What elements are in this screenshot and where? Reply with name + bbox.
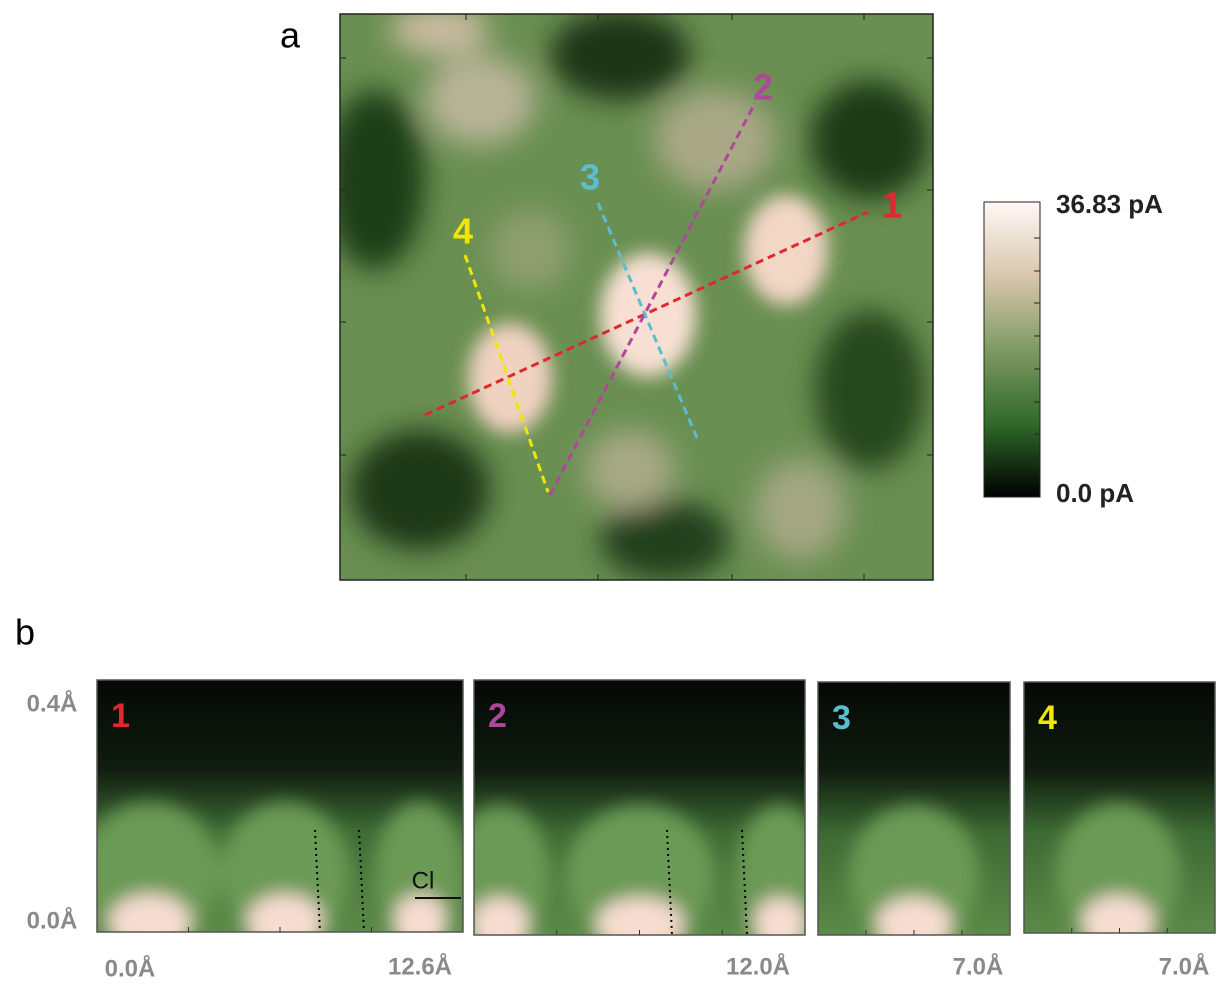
- x-label: 12.6Å: [388, 952, 452, 980]
- colorbar: [984, 202, 1040, 497]
- x-label: 12.0Å: [726, 952, 790, 980]
- profile-label: 3: [832, 699, 851, 737]
- feature: [108, 894, 192, 954]
- feature: [393, 894, 447, 954]
- annotation: Cl: [412, 867, 435, 894]
- profile-panel: [80, 680, 465, 954]
- feature: [753, 897, 807, 957]
- figure: a: [0, 0, 1225, 983]
- x-label: 7.0Å: [953, 952, 1004, 980]
- profile-features: [80, 802, 465, 954]
- feature: [246, 894, 324, 954]
- colorbar-min: 0.0 pA: [1056, 478, 1134, 508]
- feature: [470, 897, 530, 957]
- panel-label: b: [15, 612, 35, 653]
- line-label: 1: [882, 185, 902, 226]
- stm-image: [325, 5, 933, 580]
- colorbar-max: 36.83 pA: [1056, 189, 1163, 219]
- feature: [1081, 895, 1155, 955]
- x-label: 0.0Å: [105, 954, 156, 982]
- profile-label: 1: [111, 697, 130, 735]
- y-label: 0.4Å: [27, 689, 78, 717]
- profile-features: [450, 805, 825, 957]
- profile-label: 4: [1038, 699, 1057, 737]
- line-label: 2: [753, 67, 773, 108]
- feature: [875, 897, 953, 957]
- profile-label: 2: [488, 697, 507, 735]
- panel-label: a: [280, 15, 301, 56]
- line-label: 3: [580, 157, 600, 198]
- x-label: 7.0Å: [1159, 952, 1210, 980]
- y-label: 0.0Å: [27, 906, 78, 934]
- line-label: 4: [453, 211, 473, 252]
